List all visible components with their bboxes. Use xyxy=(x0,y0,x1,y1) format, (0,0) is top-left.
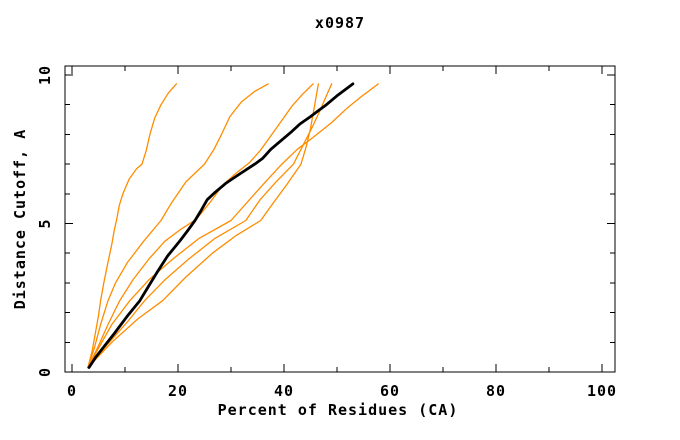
x-tick-label: 40 xyxy=(274,382,294,400)
reference-curve xyxy=(87,82,355,369)
plot-border xyxy=(64,65,616,373)
y-tick-label: 10 xyxy=(36,65,54,85)
model-curve xyxy=(87,83,178,369)
x-tick-label: 100 xyxy=(587,382,617,400)
x-tick-label: 20 xyxy=(168,382,188,400)
chart-title: x0987 xyxy=(314,14,366,32)
model-curve xyxy=(87,83,269,369)
x-tick-label: 80 xyxy=(486,382,506,400)
x-tick-label: 60 xyxy=(380,382,400,400)
model-curve xyxy=(87,83,333,369)
x-tick-label: 0 xyxy=(67,382,77,400)
y-axis-label: Distance Cutoff, A xyxy=(11,128,29,310)
model-curve xyxy=(87,83,379,369)
x-axis-label: Percent of Residues (CA) xyxy=(217,401,459,419)
model-curve xyxy=(87,83,320,369)
y-tick-label: 5 xyxy=(36,218,54,228)
model-curve xyxy=(87,83,314,369)
y-tick-label: 0 xyxy=(36,367,54,377)
